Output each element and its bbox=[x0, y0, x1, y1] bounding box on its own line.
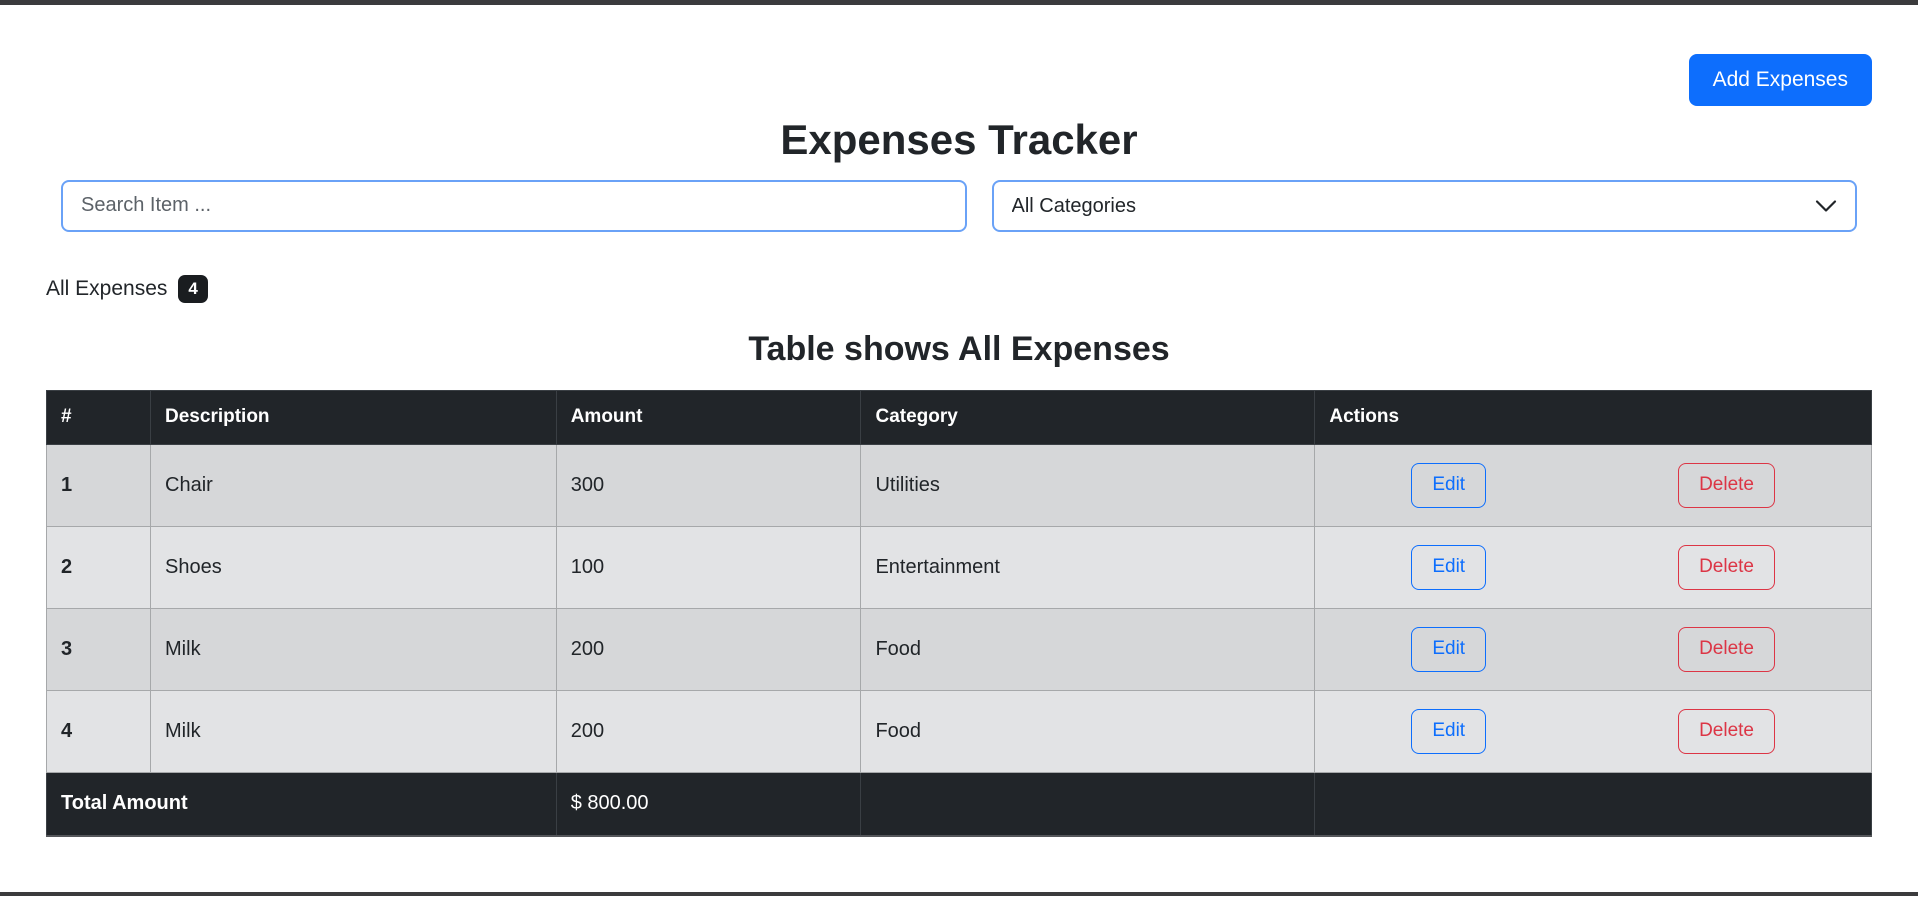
column-header-actions: Actions bbox=[1314, 389, 1872, 445]
category-select-wrap: All Categories bbox=[991, 179, 1857, 232]
row-actions: Edit Delete bbox=[1314, 689, 1872, 773]
table-footer: Total Amount $ 800.00 bbox=[46, 771, 1872, 838]
expenses-summary-label: All Expenses bbox=[46, 276, 168, 300]
expenses-summary: All Expenses 4 bbox=[46, 274, 1872, 304]
total-amount-label: Total Amount bbox=[46, 771, 557, 838]
table-row: 1 Chair 300 Utilities Edit Delete bbox=[45, 443, 1872, 527]
column-header-description: Description bbox=[150, 389, 557, 445]
row-actions: Edit Delete bbox=[1314, 525, 1872, 609]
row-description: Shoes bbox=[150, 525, 557, 609]
total-amount-value: $ 800.00 bbox=[555, 771, 862, 838]
delete-button[interactable]: Delete bbox=[1678, 708, 1775, 754]
edit-button[interactable]: Edit bbox=[1411, 544, 1487, 590]
row-description: Milk bbox=[150, 607, 557, 691]
row-category: Food bbox=[860, 607, 1316, 691]
toolbar: Add Expenses bbox=[46, 54, 1872, 106]
window-frame-bottom bbox=[0, 892, 1918, 896]
filter-row: All Categories bbox=[61, 179, 1857, 232]
search-input[interactable] bbox=[61, 179, 967, 232]
row-actions: Edit Delete bbox=[1314, 443, 1872, 527]
column-header-number: # bbox=[45, 389, 152, 445]
row-category: Utilities bbox=[860, 443, 1316, 527]
column-header-amount: Amount bbox=[555, 389, 862, 445]
footer-empty-category bbox=[860, 771, 1316, 838]
table-row: 4 Milk 200 Food Edit Delete bbox=[45, 689, 1872, 773]
column-header-category: Category bbox=[860, 389, 1316, 445]
row-description: Chair bbox=[150, 443, 557, 527]
table-header-row: # Description Amount Category Actions bbox=[45, 389, 1872, 445]
delete-button[interactable]: Delete bbox=[1678, 544, 1775, 590]
row-number: 1 bbox=[45, 443, 152, 527]
expenses-table: # Description Amount Category Actions 1 … bbox=[45, 389, 1872, 838]
expenses-tracker-page: Add Expenses Expenses Tracker All Catego… bbox=[0, 54, 1918, 838]
add-expenses-button[interactable]: Add Expenses bbox=[1688, 54, 1872, 106]
row-number: 4 bbox=[45, 689, 152, 773]
row-description: Milk bbox=[150, 689, 557, 773]
row-actions: Edit Delete bbox=[1314, 607, 1872, 691]
table-row: 3 Milk 200 Food Edit Delete bbox=[45, 607, 1872, 691]
row-amount: 300 bbox=[555, 443, 862, 527]
delete-button[interactable]: Delete bbox=[1678, 462, 1775, 508]
table-body: 1 Chair 300 Utilities Edit Delete 2 Shoe… bbox=[45, 443, 1872, 773]
row-number: 2 bbox=[45, 525, 152, 609]
category-select[interactable]: All Categories bbox=[991, 179, 1857, 232]
row-amount: 100 bbox=[555, 525, 862, 609]
footer-empty-actions bbox=[1314, 771, 1872, 838]
page-title: Expenses Tracker bbox=[780, 116, 1138, 163]
row-category: Entertainment bbox=[860, 525, 1316, 609]
expenses-count-badge: 4 bbox=[178, 274, 208, 304]
row-amount: 200 bbox=[555, 607, 862, 691]
table-heading: Table shows All Expenses bbox=[748, 330, 1170, 369]
row-amount: 200 bbox=[555, 689, 862, 773]
table-row: 2 Shoes 100 Entertainment Edit Delete bbox=[45, 525, 1872, 609]
table-header: # Description Amount Category Actions bbox=[45, 389, 1872, 445]
delete-button[interactable]: Delete bbox=[1678, 626, 1775, 672]
edit-button[interactable]: Edit bbox=[1411, 462, 1487, 508]
table-footer-row: Total Amount $ 800.00 bbox=[46, 771, 1872, 838]
edit-button[interactable]: Edit bbox=[1411, 708, 1487, 754]
row-number: 3 bbox=[45, 607, 152, 691]
edit-button[interactable]: Edit bbox=[1411, 626, 1487, 672]
window-frame-top bbox=[0, 0, 1918, 5]
row-category: Food bbox=[860, 689, 1316, 773]
